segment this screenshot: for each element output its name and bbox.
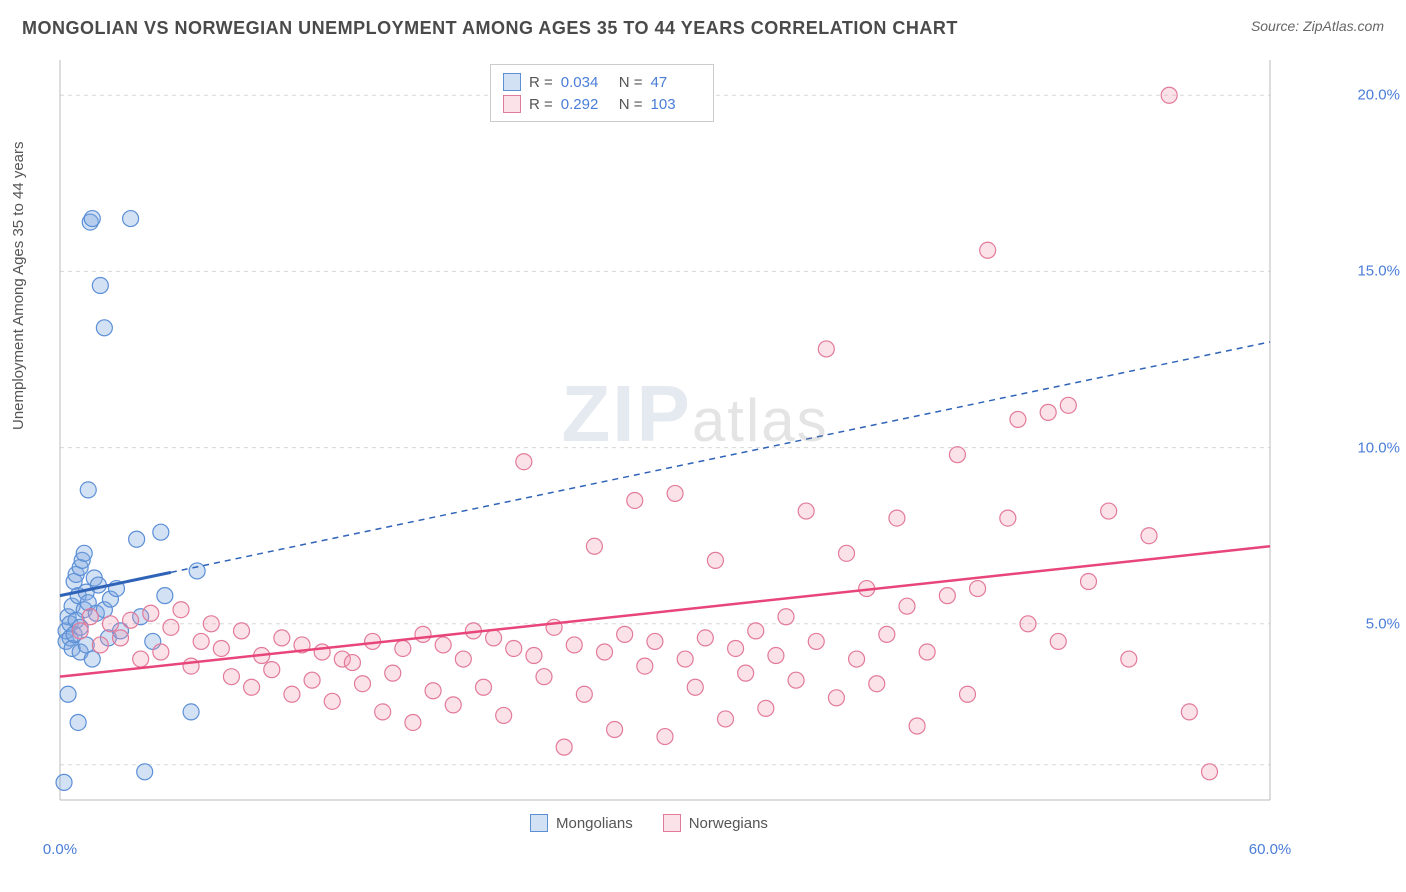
- y-tick-label: 15.0%: [1357, 263, 1400, 280]
- x-tick-label: 60.0%: [1249, 841, 1292, 858]
- legend-row-norwegians: R = 0.292 N = 103: [503, 93, 701, 115]
- series-legend: Mongolians Norwegians: [530, 814, 768, 832]
- y-axis-label: Unemployment Among Ages 35 to 44 years: [10, 141, 27, 430]
- legend-item-norwegians: Norwegians: [663, 814, 768, 832]
- x-tick-label: 0.0%: [43, 841, 77, 858]
- swatch-icon: [663, 814, 681, 832]
- y-tick-label: 5.0%: [1366, 615, 1400, 632]
- y-tick-label: 10.0%: [1357, 439, 1400, 456]
- correlation-legend: R = 0.034 N = 47 R = 0.292 N = 103: [490, 64, 714, 122]
- header: MONGOLIAN VS NORWEGIAN UNEMPLOYMENT AMON…: [0, 0, 1406, 47]
- swatch-icon: [503, 95, 521, 113]
- source-attribution: Source: ZipAtlas.com: [1251, 18, 1384, 34]
- swatch-icon: [503, 73, 521, 91]
- y-tick-label: 20.0%: [1357, 87, 1400, 104]
- scatter-plot: [50, 60, 1340, 830]
- chart-title: MONGOLIAN VS NORWEGIAN UNEMPLOYMENT AMON…: [22, 18, 958, 39]
- legend-item-mongolians: Mongolians: [530, 814, 633, 832]
- swatch-icon: [530, 814, 548, 832]
- chart-area: ZIPatlas R = 0.034 N = 47 R = 0.292 N = …: [50, 60, 1340, 830]
- legend-row-mongolians: R = 0.034 N = 47: [503, 71, 701, 93]
- chart-container: MONGOLIAN VS NORWEGIAN UNEMPLOYMENT AMON…: [0, 0, 1406, 892]
